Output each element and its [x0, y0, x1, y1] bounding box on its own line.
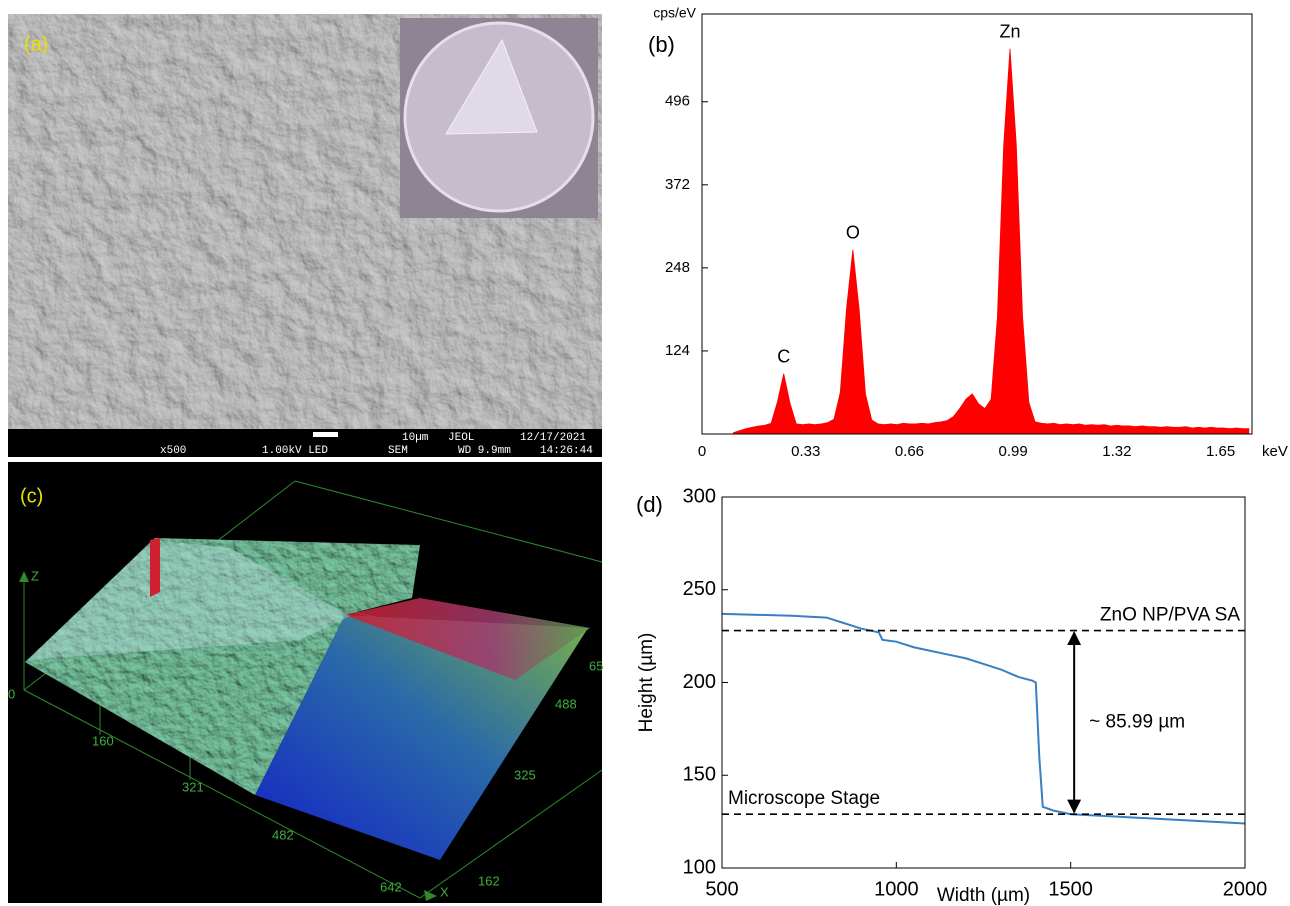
y-tick-label: 496 [665, 93, 690, 110]
y-tick-label: 250 [683, 578, 716, 600]
y-tick-label: 248 [665, 259, 690, 276]
tick-label: 325 [514, 767, 536, 782]
sem-info: 1.00kV LED [262, 445, 328, 457]
sem-info: 12/17/2021 [520, 432, 586, 444]
reference-label: Microscope Stage [728, 788, 880, 809]
z-arrow [19, 571, 29, 582]
sem-info: SEM [388, 445, 408, 457]
panel-label: (d) [636, 492, 663, 517]
sem-info: 14:26:44 [540, 445, 593, 457]
plot-frame [701, 13, 1253, 435]
x-tick-label: 1500 [1048, 878, 1093, 900]
sem-info: JEOL [448, 432, 474, 444]
sem-info: x500 [160, 445, 186, 457]
panel-label: (b) [648, 32, 675, 57]
sem-panel: (a) 10µm JEOL 12/17/2021 x500 1.00kV LED… [8, 14, 602, 457]
section-band [28, 540, 350, 660]
x-tick-label: 1.32 [1102, 443, 1131, 460]
tick-label: 160 [92, 733, 114, 748]
panel-label: (a) [24, 33, 48, 55]
tick-label: 488 [555, 696, 577, 711]
y-tick-label: 300 [683, 485, 716, 507]
profile-panel: (c) Z X 0 160 321 482 642 162 325 488 65 [8, 462, 603, 903]
peak-label: C [777, 346, 790, 366]
scale-bar [313, 432, 338, 437]
tick-label: 65 [589, 658, 603, 673]
x-tick-label: 0 [698, 443, 706, 460]
axis-label: Z [31, 568, 39, 583]
y-tick-label: 372 [665, 176, 690, 193]
profile-line [721, 612, 1246, 825]
x-tick-label: 500 [705, 878, 738, 900]
stage-plane [255, 615, 588, 860]
y-tick-label: 150 [683, 764, 716, 786]
spectrum [733, 48, 1250, 435]
arrow-label: ~ 85.99 µm [1089, 711, 1185, 732]
x-tick-label: 0.33 [791, 443, 820, 460]
sem-info: WD 9.9mm [458, 445, 511, 457]
inset-sample [445, 38, 538, 135]
tick-label: 642 [380, 879, 402, 894]
panel-label: (c) [20, 485, 43, 507]
sem-info: 10µm [402, 432, 429, 444]
tick-label: 482 [272, 827, 294, 842]
sample-surface [25, 538, 420, 795]
section-plane [345, 598, 590, 680]
x-tick-label: 1000 [874, 878, 919, 900]
peak-label: Zn [999, 22, 1020, 42]
y-tick-label: 124 [665, 342, 690, 359]
x-tick-label: 0.66 [895, 443, 924, 460]
tick-label: 162 [478, 873, 500, 888]
peak-label: O [846, 223, 860, 243]
x-arrow [424, 890, 437, 901]
x-tick-label: 1.65 [1206, 443, 1235, 460]
y-tick-label: 100 [683, 856, 716, 878]
plot-frame [721, 496, 1246, 869]
reference-label: ZnO NP/PVA SA [1100, 605, 1240, 626]
axis-label: X [440, 884, 449, 899]
sem-footer [8, 429, 602, 457]
y-unit: cps/eV [653, 5, 696, 21]
y-axis-title: Height (µm) [636, 633, 657, 733]
tick-label: 321 [182, 779, 204, 794]
x-tick-label: 0.99 [999, 443, 1028, 460]
x-tick-label: 2000 [1223, 878, 1268, 900]
section-edge [150, 538, 160, 597]
charts: 0 0.33 0.66 0.99 1.32 1.65 124 248 372 496 C O Zn keV… [636, 5, 1288, 906]
tick-label: 0 [8, 686, 15, 701]
x-unit: keV [1262, 443, 1288, 460]
x-axis-title: Width (µm) [937, 885, 1030, 906]
y-tick-label: 200 [683, 671, 716, 693]
